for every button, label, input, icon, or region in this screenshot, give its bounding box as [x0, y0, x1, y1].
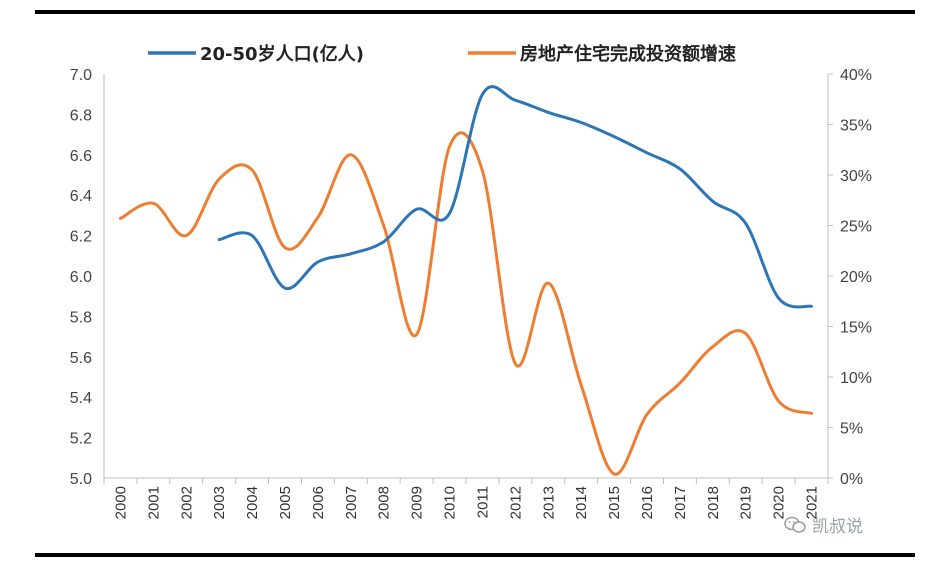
left-tick-label: 6.8	[70, 107, 92, 124]
x-tick-label: 2010	[442, 486, 459, 519]
legend-label-population: 20-50岁人口(亿人)	[200, 43, 364, 65]
x-axis-ticks: 2000 2001 2002 2003 2004 2005 2006 2007 2008 2009…	[103, 478, 829, 519]
right-tick-label: 5%	[840, 421, 863, 438]
left-tick-label: 6.2	[70, 229, 92, 246]
left-axis-ticks: 7.0 6.8 6.6 6.4 6.2 6.0 5.8 5.6 5.4 5.2 5.0	[70, 67, 92, 488]
x-tick-label: 2002	[178, 486, 195, 519]
x-tick-label: 2011	[474, 486, 491, 518]
x-tick-label: 2012	[507, 486, 524, 519]
x-tick-label: 2020	[771, 486, 788, 519]
left-tick-label: 5.2	[70, 431, 92, 448]
x-tick-label: 2000	[112, 486, 129, 519]
right-tick-label: 30%	[840, 168, 872, 185]
legend-label-investment: 房地产住宅完成投资额增速	[520, 43, 736, 65]
x-tick-label: 2008	[376, 486, 393, 519]
x-tick-label: 2006	[310, 486, 327, 519]
x-tick-label: 2001	[145, 486, 162, 519]
bottom-rule	[35, 553, 915, 557]
left-tick-label: 6.4	[70, 188, 92, 205]
series-layer	[119, 85, 813, 476]
watermark-text: 凯叔说	[812, 517, 863, 537]
x-tick-label: 2013	[540, 486, 557, 519]
legend: 20-50岁人口(亿人) 房地产住宅完成投资额增速	[148, 43, 736, 65]
left-tick-label: 6.0	[70, 269, 92, 286]
x-tick-label: 2004	[244, 486, 261, 519]
x-tick-label: 2014	[573, 486, 590, 519]
left-tick-label: 5.4	[70, 390, 92, 407]
left-tick-label: 5.0	[70, 471, 92, 488]
x-tick-label: 2003	[211, 486, 228, 519]
x-tick-label: 2016	[639, 486, 656, 519]
right-tick-label: 15%	[840, 320, 872, 337]
watermark: 凯叔说	[784, 512, 863, 537]
x-tick-label: 2009	[409, 486, 426, 519]
right-tick-label: 0%	[840, 471, 863, 488]
x-tick-label: 2015	[606, 486, 623, 519]
left-tick-label: 5.8	[70, 309, 92, 326]
wechat-icon	[784, 516, 806, 533]
series-line-investment	[119, 131, 813, 476]
left-tick-label: 5.6	[70, 350, 92, 367]
left-tick-label: 7.0	[70, 67, 92, 84]
right-tick-label: 20%	[840, 269, 872, 286]
x-tick-label: 2021	[804, 486, 821, 519]
x-tick-label: 2019	[738, 486, 755, 519]
x-tick-label: 2017	[672, 486, 689, 519]
right-tick-label: 25%	[840, 219, 872, 236]
left-tick-label: 6.6	[70, 148, 92, 165]
x-tick-label: 2005	[277, 486, 294, 519]
right-tick-label: 10%	[840, 370, 872, 387]
x-tick-label: 2007	[343, 486, 360, 519]
x-tick-label: 2018	[705, 486, 722, 519]
right-tick-label: 40%	[840, 67, 872, 84]
right-tick-label: 35%	[840, 118, 872, 135]
series-line-population	[217, 85, 813, 309]
top-rule	[35, 10, 915, 14]
right-axis-ticks: 40% 35% 30% 25% 20% 15% 10% 5% 0%	[828, 67, 872, 488]
